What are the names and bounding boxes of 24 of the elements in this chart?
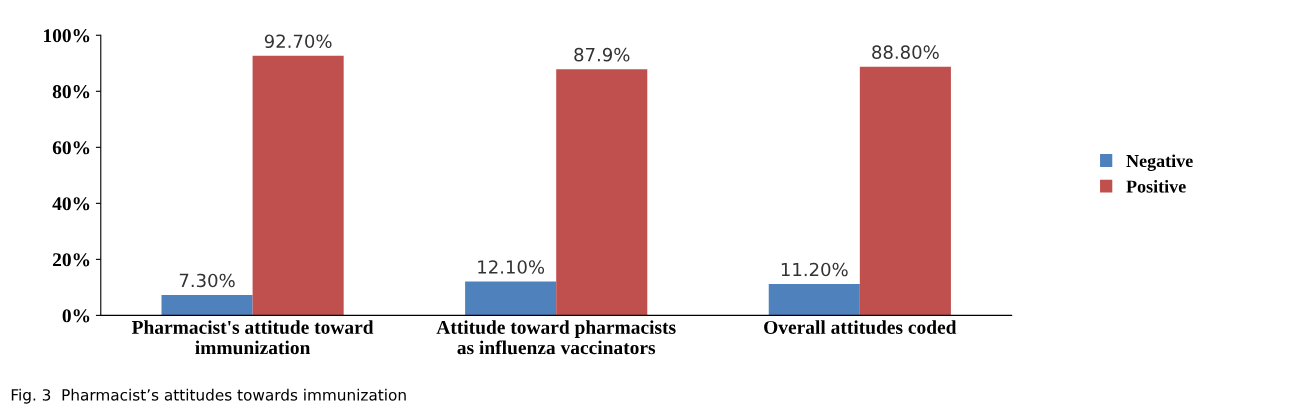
- legend-label: Positive: [1126, 179, 1186, 193]
- y-tick-label: 40%: [52, 197, 90, 211]
- data-label: 11.20%: [781, 262, 848, 277]
- data-label: 7.30%: [179, 273, 235, 288]
- y-tick-label: 80%: [52, 85, 90, 99]
- x-tick-label: Overall attitudes coded: [764, 320, 957, 334]
- data-label: 87.9%: [574, 47, 630, 62]
- x-tick-label: Attitude toward pharmacists as influenza vaccinators: [436, 320, 676, 355]
- bar: [768, 284, 860, 316]
- caption: Fig. 3 Pharmacist’s attitudes towards immunization: [11, 388, 406, 404]
- y-tick-label: 0%: [62, 309, 90, 323]
- data-label: 92.70%: [264, 34, 332, 49]
- x-tick-label: Pharmacist's attitude toward immunization: [131, 320, 374, 355]
- y-tick-label: 100%: [44, 29, 90, 43]
- bar: [465, 281, 557, 316]
- y-tick-label: 60%: [52, 141, 90, 155]
- y-tick-label: 20%: [52, 253, 90, 267]
- bar: [252, 55, 344, 316]
- bar: [556, 69, 648, 316]
- bar: [161, 294, 253, 316]
- data-label: 88.80%: [872, 45, 939, 59]
- bar: [859, 66, 951, 316]
- data-label: 12.10%: [478, 260, 545, 274]
- legend-label: Negative: [1126, 154, 1193, 171]
